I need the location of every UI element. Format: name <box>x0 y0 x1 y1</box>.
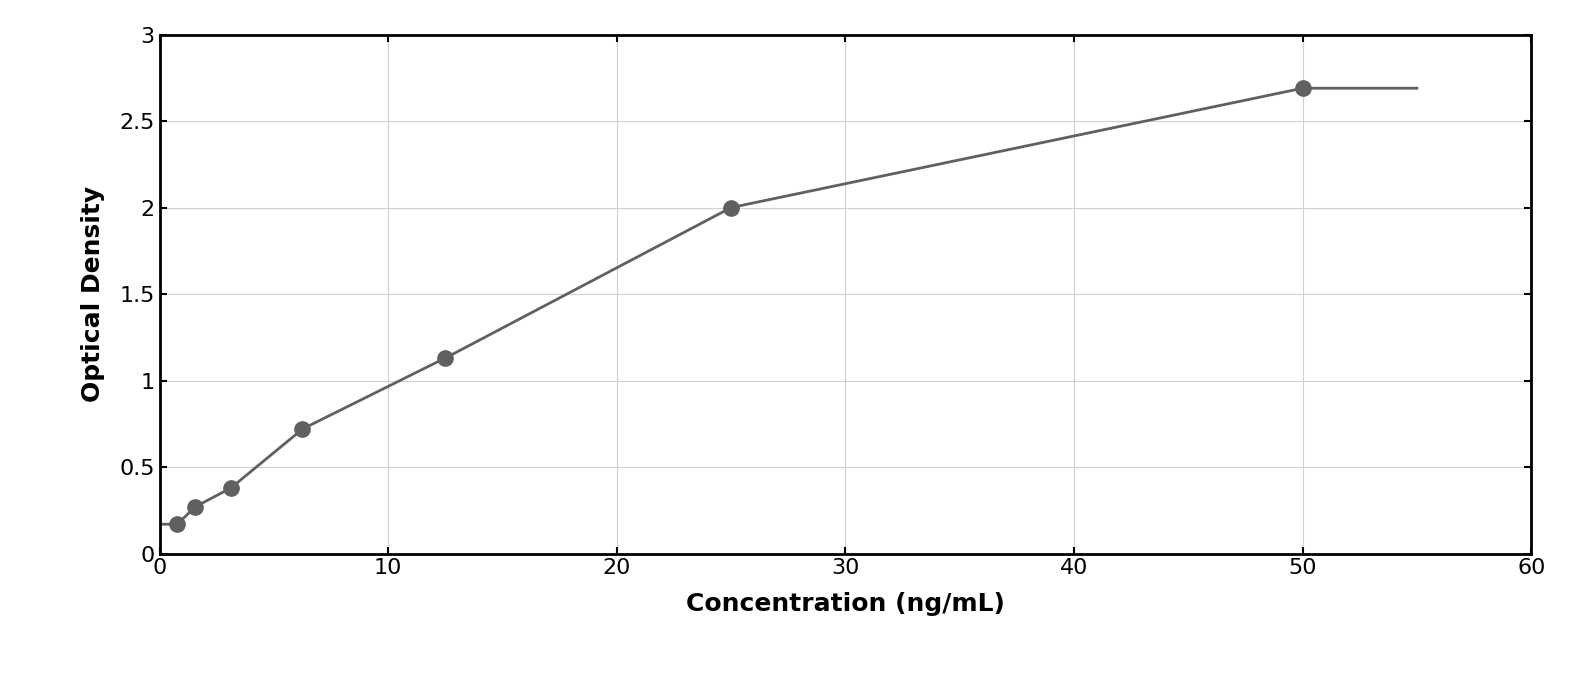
Point <box>182 501 207 512</box>
X-axis label: Concentration (ng/mL): Concentration (ng/mL) <box>686 592 1005 617</box>
Point <box>718 202 743 213</box>
Y-axis label: Optical Density: Optical Density <box>81 186 105 402</box>
Point <box>219 482 244 493</box>
Point <box>432 353 458 364</box>
Point <box>164 519 190 530</box>
Point <box>1290 83 1316 94</box>
Point <box>290 424 316 435</box>
